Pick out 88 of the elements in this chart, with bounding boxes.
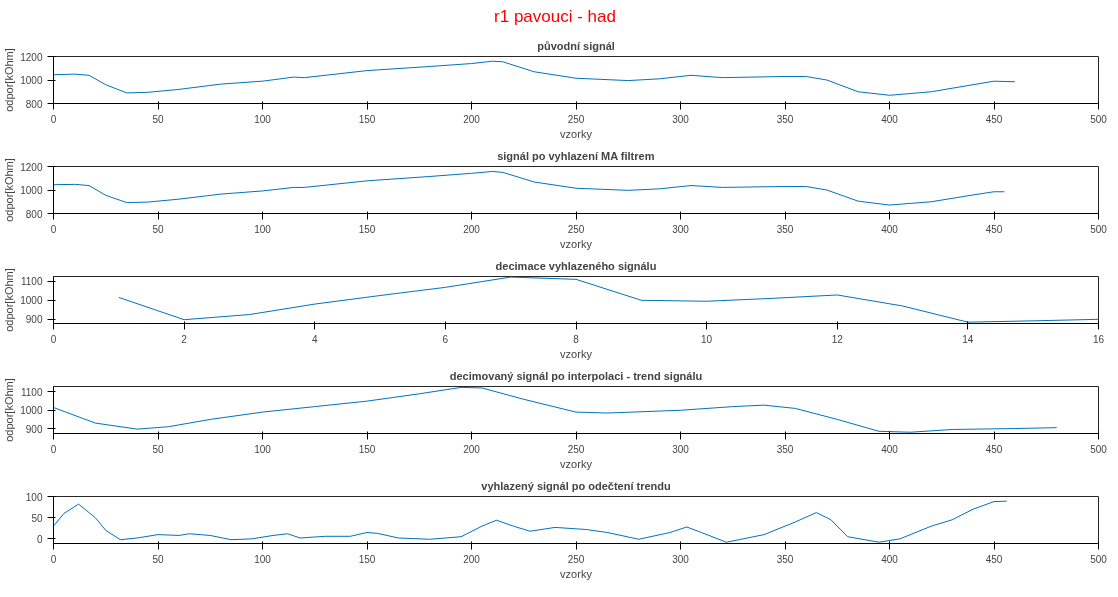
y-tick-label: 1100 <box>21 276 43 288</box>
y-axis-title: odpor[kOhm] <box>3 268 16 332</box>
chart-title: původní signál <box>537 39 615 52</box>
x-axis-title: vzorky <box>560 567 593 580</box>
y-tick-label: 800 <box>25 208 43 220</box>
x-tick-label: 100 <box>254 553 272 565</box>
x-tick-label: 300 <box>672 443 690 455</box>
x-tick-label: 300 <box>672 553 690 565</box>
line-series <box>53 170 1005 206</box>
x-tick-label: 500 <box>1090 443 1108 455</box>
x-tick-label: 250 <box>567 223 585 235</box>
y-tick-label: 1100 <box>21 386 43 398</box>
line-series <box>53 60 1016 96</box>
x-tick-label: 200 <box>463 553 481 565</box>
y-tick-label: 100 <box>25 491 43 503</box>
x-tick-label: 200 <box>463 113 481 125</box>
x-tick-label: 400 <box>881 443 899 455</box>
line-series <box>53 386 1058 433</box>
y-tick-label: 1000 <box>20 75 43 86</box>
line-series <box>118 276 1099 323</box>
x-tick-label: 50 <box>152 113 164 125</box>
x-tick-label: 200 <box>463 443 481 455</box>
x-tick-label: 14 <box>962 333 974 345</box>
x-tick-label: 16 <box>1092 333 1105 345</box>
x-tick-label: 12 <box>831 333 844 345</box>
x-tick-label: 0 <box>50 333 57 345</box>
x-tick-label: 0 <box>50 443 57 455</box>
x-axis-title: vzorky <box>560 457 593 470</box>
x-tick-label: 0 <box>50 113 57 125</box>
x-tick-label: 100 <box>254 443 272 455</box>
x-tick-label: 350 <box>776 443 794 455</box>
x-tick-label: 0 <box>50 223 57 235</box>
x-tick-label: 450 <box>985 443 1003 455</box>
y-tick-label: 1200 <box>20 161 43 173</box>
y-tick-label: 900 <box>25 423 43 435</box>
x-tick-label: 450 <box>985 223 1003 235</box>
x-tick-label: 300 <box>672 113 690 125</box>
x-tick-label: 500 <box>1090 553 1108 565</box>
line-series <box>53 500 1008 543</box>
text: r1 pavouci - had <box>494 6 616 28</box>
x-tick-label: 4 <box>311 333 318 345</box>
x-tick-label: 350 <box>776 113 794 125</box>
x-tick-label: 200 <box>463 223 481 235</box>
x-tick-label: 400 <box>881 113 899 125</box>
y-tick-label: 900 <box>25 314 43 326</box>
x-tick-label: 250 <box>567 113 585 125</box>
y-tick-label: 1200 <box>20 51 43 63</box>
x-tick-label: 8 <box>573 333 580 345</box>
x-tick-label: 150 <box>358 553 376 565</box>
x-tick-label: 250 <box>567 443 585 455</box>
y-tick-label: 50 <box>31 512 43 524</box>
chart-title: vyhlazený signál po odečtení trendu <box>481 479 671 492</box>
x-tick-label: 500 <box>1090 113 1108 125</box>
x-tick-label: 6 <box>442 333 449 345</box>
x-tick-label: 0 <box>50 553 57 565</box>
x-tick-label: 150 <box>358 113 376 125</box>
x-tick-label: 250 <box>567 553 585 565</box>
y-axis-title: odpor[kOhm] <box>3 48 16 112</box>
y-axis-title: odpor[kOhm] <box>3 378 16 442</box>
x-axis-title: vzorky <box>560 237 593 250</box>
x-tick-label: 450 <box>985 553 1003 565</box>
x-tick-label: 400 <box>881 553 899 565</box>
x-tick-label: 400 <box>881 223 899 235</box>
y-tick-label: 1000 <box>20 295 43 307</box>
x-tick-label: 300 <box>672 223 690 235</box>
x-tick-label: 10 <box>701 333 713 345</box>
x-tick-label: 50 <box>152 553 164 565</box>
x-tick-label: 500 <box>1090 223 1108 235</box>
x-tick-label: 100 <box>254 113 272 125</box>
chart-title: decimace vyhlazeného signálu <box>495 259 657 272</box>
x-axis-title: vzorky <box>560 347 593 360</box>
y-tick-label: 0 <box>36 533 43 545</box>
y-tick-label: 1000 <box>20 405 43 417</box>
x-tick-label: 350 <box>776 553 794 565</box>
x-tick-label: 150 <box>358 443 376 455</box>
x-tick-label: 150 <box>358 223 376 235</box>
x-tick-label: 50 <box>152 223 164 235</box>
x-tick-label: 450 <box>985 113 1003 125</box>
y-tick-label: 1000 <box>20 185 43 196</box>
chart-title: decimovaný signál po interpolaci - trend signálu <box>449 369 703 382</box>
y-tick-label: 800 <box>25 98 43 110</box>
chart-title: signál po vyhlazení MA filtrem <box>497 149 655 162</box>
x-axis-title: vzorky <box>560 127 593 140</box>
x-tick-label: 100 <box>254 223 272 235</box>
y-axis-title: odpor[kOhm] <box>3 158 16 222</box>
x-tick-label: 50 <box>152 443 164 455</box>
x-tick-label: 2 <box>181 333 188 345</box>
x-tick-label: 350 <box>776 223 794 235</box>
